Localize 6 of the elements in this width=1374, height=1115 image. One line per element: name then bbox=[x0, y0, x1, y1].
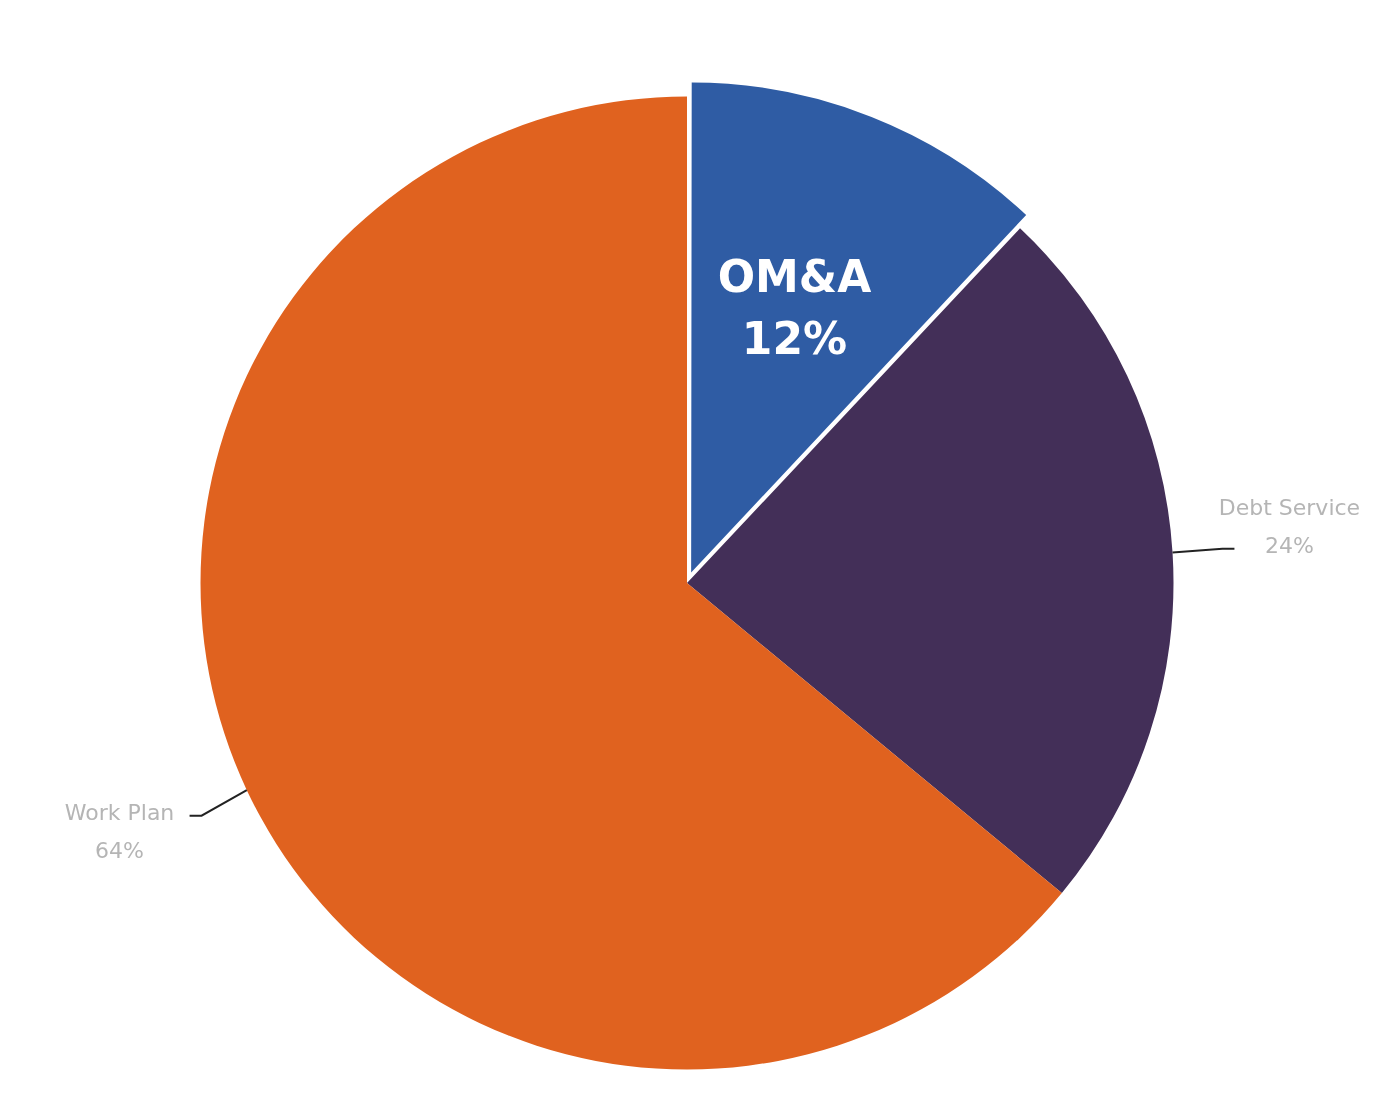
data-label: 12% bbox=[741, 313, 848, 365]
data-label: 64% bbox=[95, 838, 145, 864]
data-label: 24% bbox=[1264, 533, 1314, 559]
slice-label: Debt Service bbox=[1218, 495, 1361, 521]
slice-label: OM&A bbox=[717, 251, 872, 303]
slice-label: Work Plan bbox=[64, 800, 175, 826]
